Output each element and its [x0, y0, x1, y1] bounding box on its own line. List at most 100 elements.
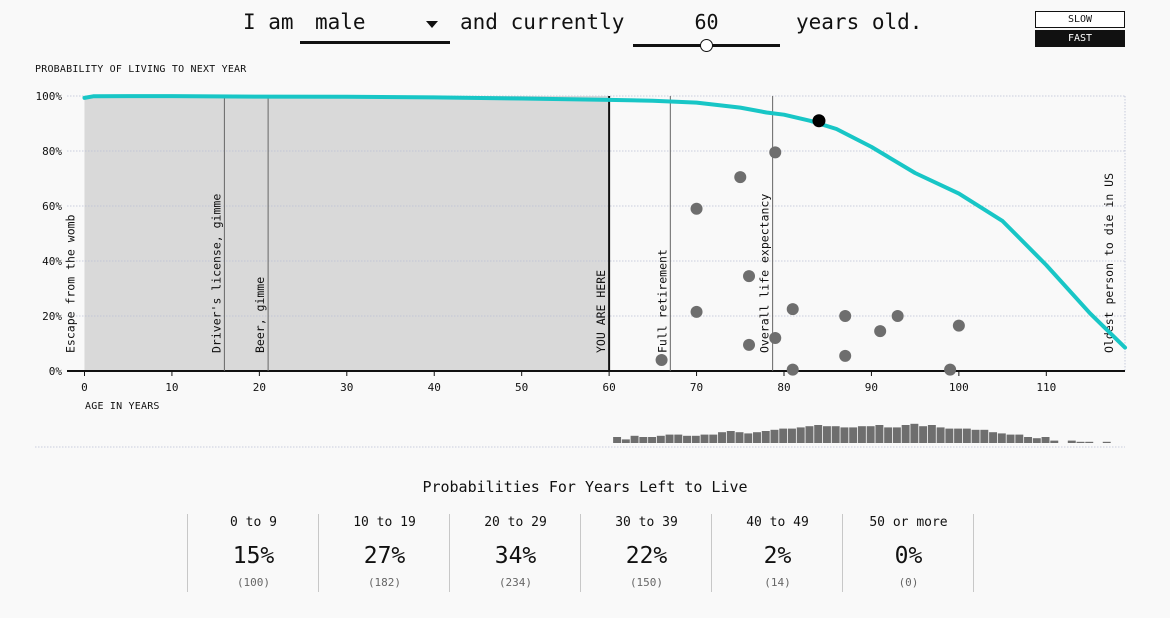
simulation-dot [769, 332, 782, 344]
histogram-bar [1041, 437, 1050, 443]
histogram-bar [971, 429, 980, 443]
current-point [812, 114, 826, 128]
simulation-dot [690, 202, 703, 215]
histogram-bar [656, 435, 665, 443]
histogram-bar [875, 425, 884, 443]
bucket: 0 to 9 15% (100) [187, 514, 319, 592]
histogram-bar [997, 433, 1006, 443]
marker-label: Oldest person to die in US [1102, 173, 1116, 353]
histogram-bar [1067, 440, 1076, 443]
histogram-bar [753, 432, 761, 443]
histogram-bar [700, 434, 709, 443]
bucket-label: 0 to 9 [230, 515, 277, 530]
x-tick-label: 60 [602, 381, 615, 394]
histogram-bar [822, 426, 831, 443]
sex-value: male [315, 10, 366, 34]
simulation-dot [874, 325, 887, 338]
bucket-label: 20 to 29 [484, 515, 547, 530]
histogram-bar [945, 428, 954, 443]
histogram-bar [954, 428, 963, 443]
x-tick-label: 70 [690, 381, 703, 394]
histogram-bar [718, 432, 726, 443]
histogram-bar [796, 427, 805, 443]
simulation-dot [769, 146, 782, 159]
simulation-dot [734, 171, 747, 184]
bucket-label: 40 to 49 [746, 515, 809, 530]
x-tick-label: 20 [253, 381, 266, 394]
bucket: 50 or more 0% (0) [842, 514, 974, 592]
simulation-dot [655, 354, 668, 366]
x-tick-label: 10 [165, 381, 178, 394]
sentence-suffix: years old. [796, 10, 923, 34]
histogram-bar [1085, 441, 1094, 443]
simulation-dot [743, 270, 756, 283]
histogram-bar [744, 433, 753, 443]
histogram-bar [849, 427, 858, 443]
age-slider[interactable]: 60 [633, 8, 780, 54]
marker-label: Driver's license, gimme [209, 194, 223, 353]
bucket: 40 to 49 2% (14) [711, 514, 843, 592]
bucket-percent: 2% [763, 543, 792, 569]
speed-slow-button[interactable]: SLOW [1035, 11, 1125, 28]
histogram-bar [735, 432, 744, 443]
x-tick-label: 90 [865, 381, 878, 394]
simulation-dot [743, 338, 756, 351]
histogram-bar [936, 427, 945, 443]
bucket-percent: 15% [232, 543, 275, 569]
x-tick-label: 100 [949, 381, 969, 394]
y-tick-label: 0% [49, 365, 63, 378]
histogram-bar [919, 426, 928, 443]
simulation-dot [891, 310, 904, 322]
histogram-bar [980, 429, 989, 443]
sentence-middle: and currently [460, 10, 625, 34]
bucket-count: (100) [236, 576, 271, 589]
survival-chart: 0% 20% 40% 60% 80% 100% 0 10 20 30 40 50 60 70 80 90 100… [35, 90, 1127, 448]
sex-dropdown[interactable]: male [300, 8, 450, 44]
histogram-bar [989, 432, 998, 443]
histogram-bar [927, 425, 936, 443]
histogram-bar [1102, 441, 1111, 443]
bucket: 10 to 19 27% (182) [318, 514, 450, 592]
x-tick-label: 0 [81, 381, 88, 394]
histogram-bar [639, 437, 648, 443]
slider-knob[interactable] [699, 39, 713, 52]
histogram-bar [910, 423, 919, 443]
histogram-bar [683, 435, 692, 443]
simulation-dot [786, 363, 799, 376]
histogram-bar [805, 426, 814, 443]
histogram-bar [1050, 440, 1059, 443]
marker-label: Overall life expectancy [758, 194, 772, 353]
marker-label: Escape from the womb [63, 214, 77, 353]
speed-fast-button[interactable]: FAST [1035, 30, 1125, 47]
sentence-prefix: I am [243, 10, 294, 34]
y-tick-label: 20% [42, 310, 62, 323]
histogram-bar [840, 427, 849, 443]
x-tick-label: 40 [428, 381, 441, 394]
histogram-bar [901, 425, 910, 443]
histogram-bar [761, 431, 770, 443]
histogram-bar [1006, 434, 1015, 443]
bucket: 30 to 39 22% (150) [580, 514, 712, 592]
simulation-dot [786, 303, 799, 316]
simulation-dot [839, 349, 852, 362]
bucket-label: 30 to 39 [615, 515, 678, 530]
marker-label: Full retirement [655, 249, 669, 353]
age-value: 60 [694, 10, 719, 34]
histogram-bar [831, 426, 840, 443]
y-tick-label: 60% [42, 200, 62, 213]
histogram-bar [866, 426, 875, 443]
bucket-percent: 22% [625, 543, 668, 569]
simulation-dot [944, 363, 957, 376]
marker-label: YOU ARE HERE [594, 270, 608, 353]
bucket-percent: 27% [363, 543, 406, 569]
survival-curve [82, 94, 1127, 350]
histogram-bar [884, 427, 893, 443]
x-tick-label: 80 [777, 381, 790, 394]
bucket-count: (0) [898, 576, 919, 589]
x-tick-label: 110 [1036, 381, 1056, 394]
histogram-bar [648, 437, 657, 443]
y-axis-title: PROBABILITY OF LIVING TO NEXT YEAR [35, 64, 247, 75]
chevron-down-icon [426, 21, 438, 28]
histogram-bar [621, 439, 630, 443]
bucket-label: 50 or more [869, 515, 948, 530]
